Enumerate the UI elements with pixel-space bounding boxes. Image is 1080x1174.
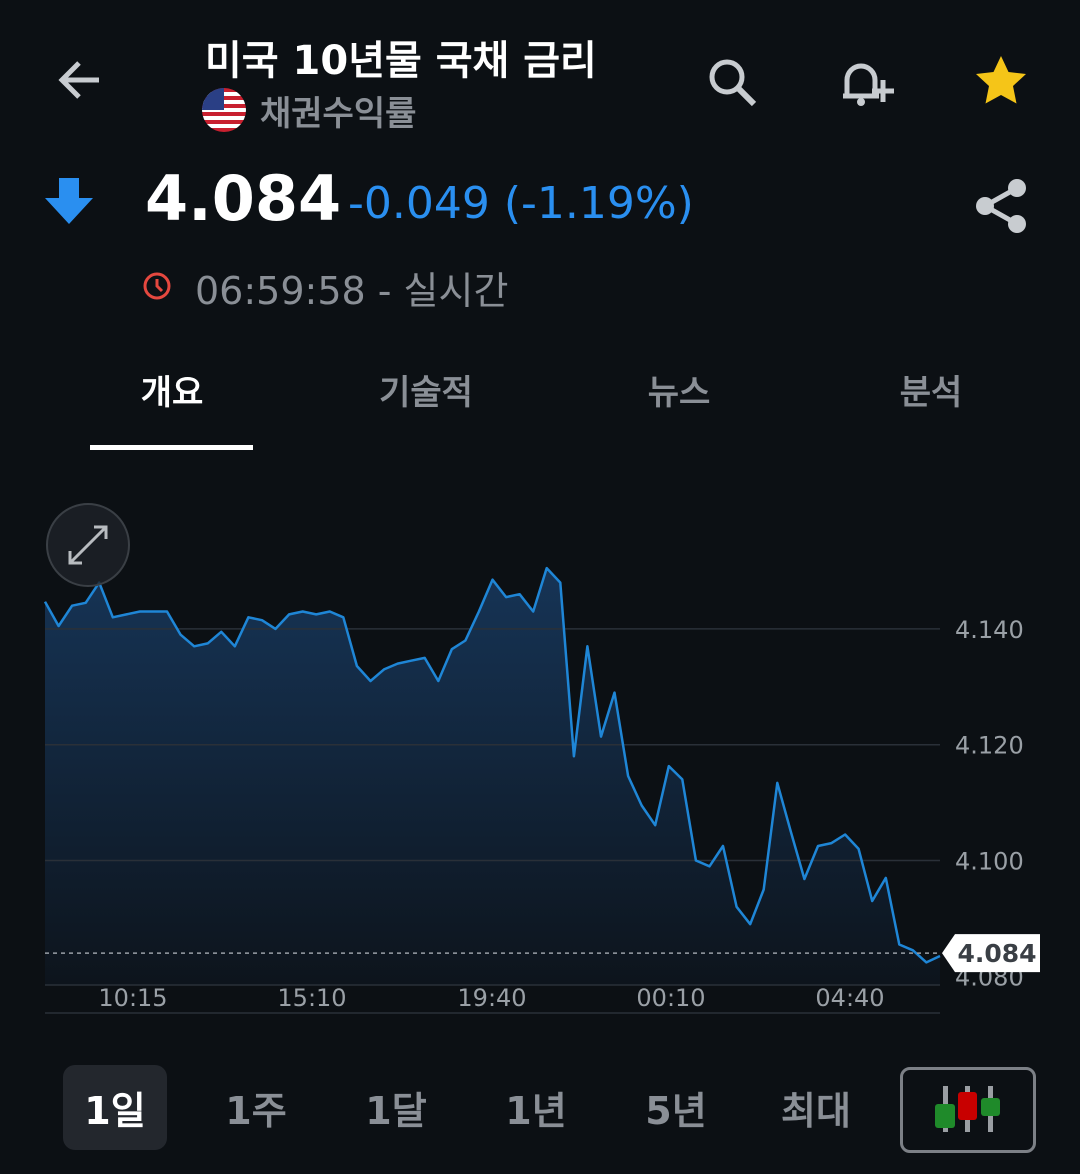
- x-tick-label: 04:40: [815, 984, 884, 1012]
- range-1y[interactable]: 1년: [505, 1089, 567, 1133]
- candlestick-icon: [935, 1086, 1000, 1132]
- range-1d[interactable]: 1일: [63, 1065, 167, 1150]
- us-flag-icon: [202, 88, 246, 132]
- x-tick-label: 00:10: [636, 984, 705, 1012]
- bell-plus-icon[interactable]: [835, 52, 897, 110]
- down-arrow-icon: [45, 178, 93, 224]
- y-tick-label: 4.100: [955, 848, 1024, 876]
- expand-chart-button[interactable]: [46, 503, 130, 587]
- current-price-tag: [942, 934, 1040, 973]
- share-icon[interactable]: [973, 178, 1029, 234]
- price-change: -0.049 (-1.19%): [348, 178, 694, 229]
- back-arrow-icon[interactable]: [55, 55, 105, 105]
- y-tick-label: 4.120: [955, 732, 1024, 760]
- tab-technical[interactable]: 기술적: [379, 373, 473, 413]
- active-tab-indicator: [90, 445, 253, 450]
- clock-icon: [143, 272, 171, 300]
- chart-area-fill: [45, 568, 940, 985]
- tab-analysis[interactable]: 분석: [899, 373, 963, 413]
- search-icon[interactable]: [705, 55, 760, 110]
- price: 4.084: [145, 162, 342, 235]
- x-tick-label: 19:40: [457, 984, 526, 1012]
- price-line: [43, 566, 941, 964]
- range-1w[interactable]: 1주: [225, 1089, 287, 1133]
- range-1m[interactable]: 1달: [365, 1089, 427, 1133]
- current-price-label: 4.084: [957, 939, 1036, 968]
- x-tick-label: 10:15: [98, 984, 167, 1012]
- range-max[interactable]: 최대: [781, 1089, 851, 1133]
- star-icon[interactable]: [974, 54, 1028, 106]
- subtitle: 채권수익률: [260, 94, 417, 134]
- expand-icon: [68, 525, 108, 565]
- tab-overview[interactable]: 개요: [140, 373, 204, 413]
- y-tick-label: 4.140: [955, 616, 1024, 644]
- timestamp: 06:59:58 - 실시간: [195, 269, 509, 313]
- candlestick-toggle-button[interactable]: [900, 1067, 1036, 1153]
- x-tick-label: 15:10: [277, 984, 346, 1012]
- page-title: 미국 10년물 국채 금리: [205, 38, 597, 84]
- range-5y[interactable]: 5년: [645, 1089, 707, 1133]
- tab-news[interactable]: 뉴스: [647, 373, 711, 413]
